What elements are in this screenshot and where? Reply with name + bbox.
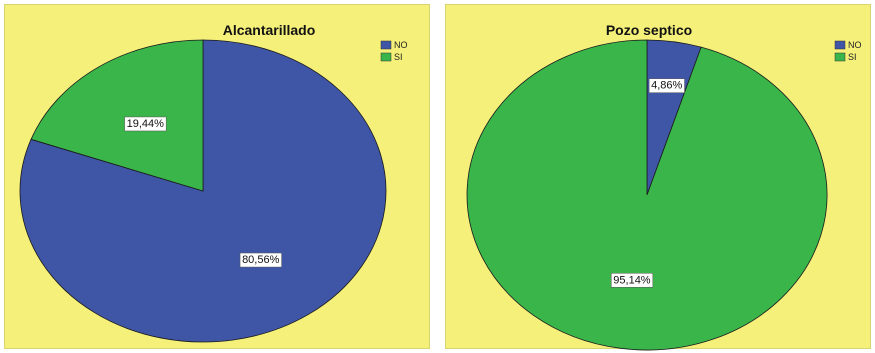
slice-label-box xyxy=(611,273,654,288)
slice-label-box xyxy=(124,116,167,132)
legend-swatch-si xyxy=(380,52,392,62)
pie-slice-si xyxy=(30,39,204,192)
pie-chart-alcantarillado: Alcantarillado 80,56% 19,44% NO SI xyxy=(19,22,408,343)
legend-label-si: SI xyxy=(848,52,857,62)
chart-panel-alcantarillado: Alcantarillado 80,56% 19,44% NO SI xyxy=(4,4,430,349)
chart-panel-pozo-septico: Pozo septico 4,86% 95,14% NO SI xyxy=(445,4,871,351)
slice-label-no: 80,56% xyxy=(242,254,280,266)
legend-label-no: NO xyxy=(848,40,862,50)
pie-chart-pozo-septico: Pozo septico 4,86% 95,14% NO SI xyxy=(466,22,862,351)
legend: NO SI xyxy=(834,40,862,62)
pie-slice-si xyxy=(466,39,828,351)
chart-title: Pozo septico xyxy=(606,22,692,38)
legend: NO SI xyxy=(380,40,408,62)
legend-swatch-si xyxy=(834,52,846,62)
legend-swatch-no xyxy=(380,40,392,50)
slice-label-si: 19,44% xyxy=(127,118,165,130)
slice-label-si: 95,14% xyxy=(613,274,651,286)
legend-label-no: NO xyxy=(394,40,408,50)
chart-title: Alcantarillado xyxy=(223,22,316,38)
legend-label-si: SI xyxy=(394,52,403,62)
slice-label-box xyxy=(239,252,282,268)
slice-label-no: 4,86% xyxy=(651,80,682,92)
legend-swatch-no xyxy=(834,40,846,50)
slice-label-box xyxy=(648,78,685,93)
